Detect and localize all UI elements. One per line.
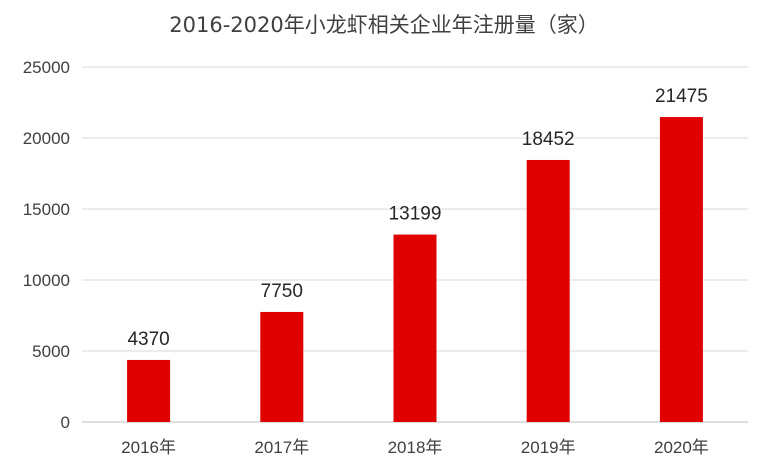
y-tick-label: 0 [61, 413, 70, 432]
data-label: 7750 [261, 281, 303, 302]
y-tick-label: 25000 [23, 58, 70, 77]
x-tick-label: 2016年 [121, 438, 176, 457]
x-tick-label: 2018年 [388, 438, 443, 457]
x-axis-ticks: 2016年 2017年 2018年 2019年 2020年 [121, 438, 709, 457]
data-labels: 4370 7750 13199 18452 21475 [127, 86, 707, 350]
y-tick-label: 5000 [32, 342, 70, 361]
y-tick-label: 15000 [23, 200, 70, 219]
bar [526, 159, 570, 422]
data-label: 18452 [522, 129, 575, 150]
data-label: 21475 [655, 86, 708, 107]
x-tick-label: 2020年 [654, 438, 709, 457]
bars [127, 117, 703, 423]
data-label: 4370 [127, 329, 169, 350]
bar [127, 359, 171, 422]
y-tick-label: 20000 [23, 129, 70, 148]
chart-title: 2016-2020年小龙虾相关企业年注册量（家） [169, 13, 598, 37]
x-tick-label: 2019年 [521, 438, 576, 457]
bar [393, 234, 437, 422]
x-tick-label: 2017年 [254, 438, 309, 457]
y-tick-label: 10000 [23, 271, 70, 290]
bar [659, 117, 703, 423]
bar [260, 311, 304, 422]
data-label: 13199 [389, 204, 442, 225]
y-axis-ticks: 0 5000 10000 15000 20000 25000 [23, 58, 70, 432]
